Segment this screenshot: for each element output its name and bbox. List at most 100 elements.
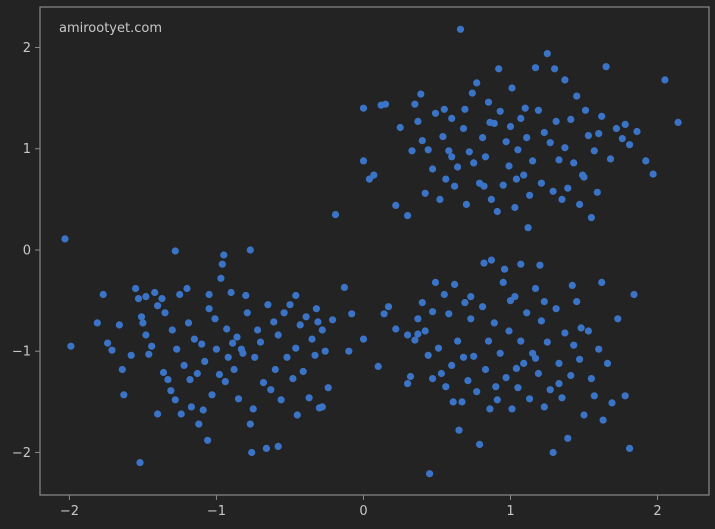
data-point xyxy=(573,298,581,306)
data-point xyxy=(473,388,481,396)
data-point xyxy=(404,212,412,220)
data-point xyxy=(308,335,316,343)
data-point xyxy=(246,420,254,428)
data-point xyxy=(508,84,516,92)
data-point xyxy=(318,403,326,411)
data-point xyxy=(414,315,422,323)
data-point xyxy=(230,365,238,374)
data-point xyxy=(614,315,622,323)
data-point xyxy=(168,326,176,334)
data-point xyxy=(286,301,294,309)
data-point xyxy=(484,337,493,345)
data-point xyxy=(359,335,368,343)
data-point xyxy=(93,319,101,327)
data-point xyxy=(479,134,487,142)
data-point xyxy=(445,310,453,318)
data-point xyxy=(501,265,509,273)
data-point xyxy=(508,405,516,413)
data-point xyxy=(598,112,606,120)
data-point xyxy=(523,309,531,317)
data-point xyxy=(496,107,504,115)
data-point xyxy=(467,293,475,301)
data-point xyxy=(570,341,578,349)
data-point xyxy=(642,157,650,165)
data-point xyxy=(564,434,572,442)
data-point xyxy=(649,170,657,178)
data-point xyxy=(445,147,453,155)
data-point xyxy=(442,383,450,391)
data-point xyxy=(198,340,206,348)
data-point xyxy=(340,283,348,291)
data-point xyxy=(580,173,588,181)
data-point xyxy=(159,368,168,377)
data-point xyxy=(602,63,610,71)
data-point xyxy=(456,25,465,33)
data-point xyxy=(493,207,501,216)
data-point xyxy=(212,345,220,353)
data-point xyxy=(218,260,226,268)
data-point xyxy=(384,303,393,311)
data-point xyxy=(630,290,638,299)
data-point xyxy=(183,284,191,293)
data-point xyxy=(540,298,548,306)
data-point xyxy=(227,288,235,297)
data-point xyxy=(531,284,540,293)
data-point xyxy=(448,114,456,122)
data-point xyxy=(549,448,557,457)
data-point xyxy=(318,326,326,334)
data-point xyxy=(280,309,288,317)
data-point xyxy=(573,92,581,100)
data-point xyxy=(302,313,310,321)
data-point xyxy=(577,324,585,332)
data-point xyxy=(517,114,525,122)
data-point xyxy=(567,115,575,123)
data-point xyxy=(603,359,612,367)
data-point xyxy=(61,235,69,243)
data-point xyxy=(429,165,437,173)
data-point xyxy=(512,364,521,372)
data-point xyxy=(271,365,279,374)
data-point xyxy=(211,315,219,323)
data-point xyxy=(626,141,634,149)
data-point xyxy=(584,132,593,140)
data-point xyxy=(331,211,340,219)
data-point xyxy=(479,303,487,311)
data-point xyxy=(531,354,540,362)
data-point xyxy=(486,118,494,126)
data-point xyxy=(540,403,548,411)
data-point xyxy=(296,321,304,329)
data-point xyxy=(486,405,494,413)
data-point xyxy=(421,189,429,197)
data-point xyxy=(621,392,629,400)
data-point xyxy=(201,357,209,365)
data-point xyxy=(621,120,629,128)
data-point xyxy=(558,394,566,402)
data-point xyxy=(612,124,621,133)
data-point xyxy=(414,117,422,125)
data-point xyxy=(540,128,548,137)
data-point xyxy=(267,386,275,394)
data-point xyxy=(396,123,404,132)
data-point xyxy=(626,444,634,452)
data-point xyxy=(115,321,123,329)
data-point xyxy=(139,319,147,327)
data-point xyxy=(561,76,569,84)
data-point xyxy=(576,355,584,363)
data-point xyxy=(99,290,107,299)
data-point xyxy=(661,76,669,84)
data-point xyxy=(467,315,475,323)
data-point xyxy=(440,105,448,113)
data-point xyxy=(487,195,495,203)
data-point xyxy=(154,410,162,418)
data-point xyxy=(536,261,544,269)
data-point xyxy=(429,308,437,316)
data-point xyxy=(476,440,484,448)
data-point xyxy=(496,349,504,357)
data-point xyxy=(249,405,257,413)
data-point xyxy=(520,359,528,367)
data-point xyxy=(517,337,525,345)
data-point xyxy=(127,351,135,359)
data-point xyxy=(190,335,198,343)
data-point xyxy=(462,200,470,208)
